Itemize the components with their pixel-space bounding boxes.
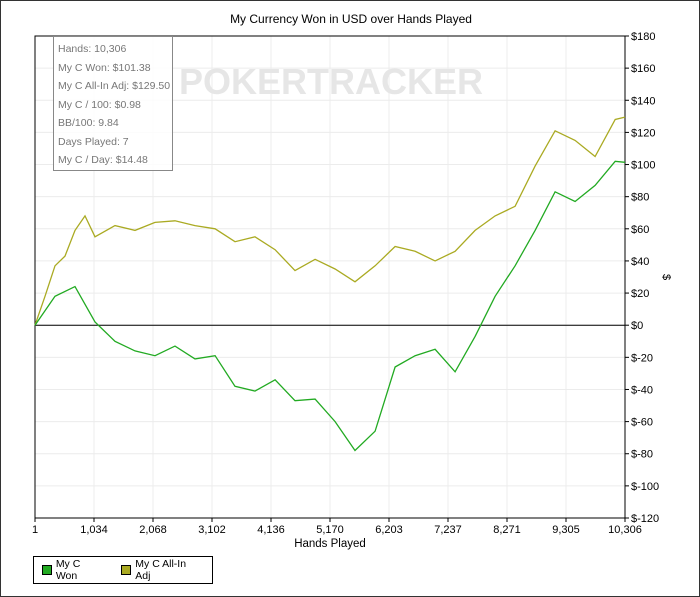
legend-item-allin[interactable]: My C All-In Adj xyxy=(121,558,202,582)
y-tick-label: $60 xyxy=(631,224,649,236)
series-line-my-c-all-in-adj xyxy=(34,116,626,326)
x-tick-label: 3,102 xyxy=(198,524,226,536)
x-tick-label: 1 xyxy=(32,524,38,536)
legend-item-won[interactable]: My C Won xyxy=(42,558,103,582)
stat-bb-100: BB/100: 9.84 xyxy=(58,117,119,129)
x-tick-label: 4,136 xyxy=(257,524,285,536)
y-tick-label: $120 xyxy=(631,127,655,139)
stat-allin-adj: My C All-In Adj: $129.50 xyxy=(58,80,171,92)
y-tick-label: $40 xyxy=(631,256,649,268)
legend-label: My C Won xyxy=(55,558,81,582)
legend-swatch xyxy=(121,565,132,575)
stat-won: My C Won: $101.38 xyxy=(58,61,151,74)
legend-label: My C All-In Adj xyxy=(135,558,187,582)
y-tick-label: $-80 xyxy=(631,449,653,461)
stats-box: Hands: 10,306 My C Won: $101.38 My C All… xyxy=(53,36,173,171)
y-tick-label: $140 xyxy=(631,95,655,107)
y-tick-label: $160 xyxy=(631,63,655,75)
y-tick-label: $180 xyxy=(631,31,655,43)
legend: My C Won My C All-In Adj xyxy=(33,556,213,584)
x-tick-label: 7,237 xyxy=(434,524,462,536)
x-tick-label: 1,034 xyxy=(80,524,108,536)
x-tick-label: 8,271 xyxy=(493,524,521,536)
y-tick-label: $-120 xyxy=(631,513,659,525)
y-tick-label: $80 xyxy=(631,192,649,204)
x-tick-label: 5,170 xyxy=(316,524,344,536)
series-line-my-c-won xyxy=(34,160,626,452)
y-tick-label: $100 xyxy=(631,160,655,172)
y-tick-label: $-20 xyxy=(631,352,653,364)
y-axis-label: $ xyxy=(660,273,673,281)
stat-per-day: My C / Day: $14.48 xyxy=(58,154,148,166)
y-tick-label: $-40 xyxy=(631,384,653,396)
chart-title: My Currency Won in USD over Hands Played xyxy=(230,12,472,26)
x-tick-label: 9,305 xyxy=(552,524,580,536)
y-tick-label: $-60 xyxy=(631,417,653,429)
y-tick-label: $20 xyxy=(631,288,649,300)
y-tick-label: $0 xyxy=(631,320,643,332)
stat-per-100: My C / 100: $0.98 xyxy=(58,98,141,111)
stat-hands: Hands: 10,306 xyxy=(58,43,127,55)
x-axis-label: Hands Played xyxy=(294,538,366,550)
x-tick-label: 10,306 xyxy=(608,524,642,536)
watermark-logo: POKERTRACKER xyxy=(179,61,483,102)
stat-days: Days Played: 7 xyxy=(58,135,129,148)
x-tick-label: 2,068 xyxy=(139,524,167,536)
x-tick-label: 6,203 xyxy=(375,524,403,536)
legend-swatch xyxy=(42,565,52,575)
y-tick-label: $-100 xyxy=(631,481,659,493)
